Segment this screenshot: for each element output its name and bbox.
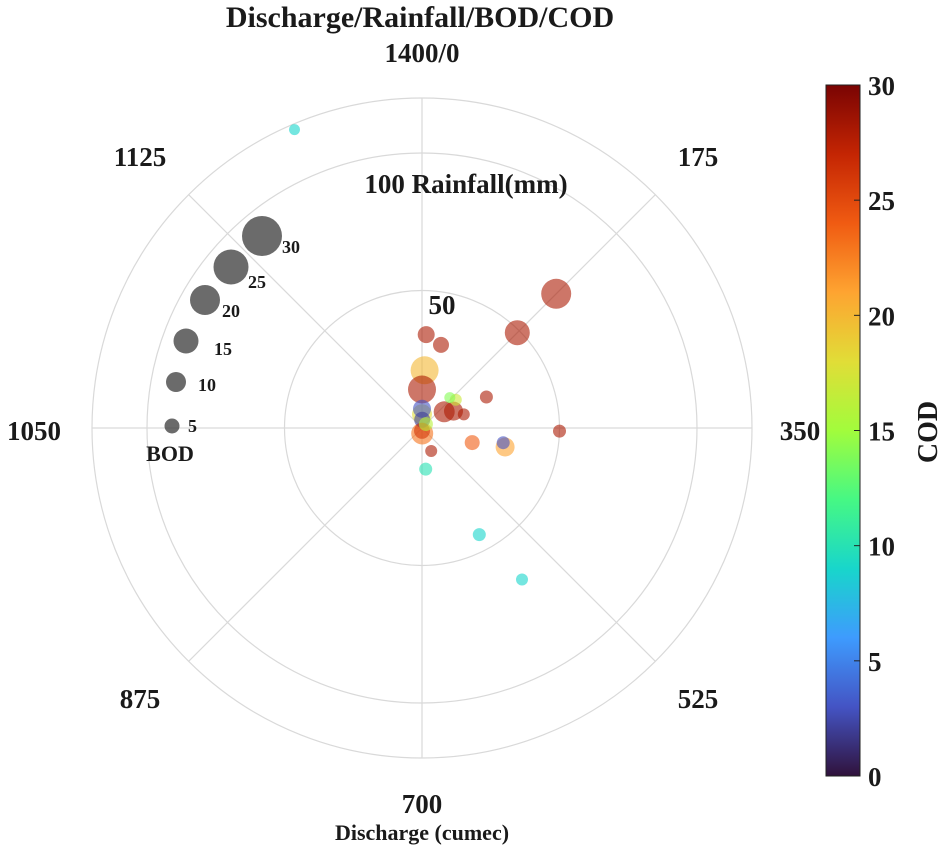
data-point <box>516 573 528 586</box>
colorbar-tick-label: 5 <box>868 647 882 677</box>
data-point <box>425 445 438 457</box>
bod-key-bubble <box>166 372 186 392</box>
colorbar-tick-label: 25 <box>868 186 895 216</box>
radial-ring-labels: 50 100 Rainfall(mm) <box>364 169 567 320</box>
angular-tick-label: 1400/0 <box>384 38 459 68</box>
angular-tick-label: 175 <box>678 142 719 172</box>
cod-colorbar: 0 5 10 15 20 25 30 COD <box>825 71 943 792</box>
data-point <box>553 424 566 438</box>
data-point <box>418 417 433 432</box>
bod-key-bubble <box>173 328 199 354</box>
bod-key-label: 20 <box>222 301 240 321</box>
data-point <box>433 336 449 353</box>
grid-spoke <box>421 427 656 662</box>
colorbar-tick-label: 20 <box>868 301 895 331</box>
bod-key-bubble <box>190 285 220 315</box>
angular-tick-label: 1125 <box>114 142 167 172</box>
data-point <box>504 320 530 346</box>
angular-tick-label: 1050 <box>7 416 61 446</box>
bod-size-key: 5 10 15 20 25 30 BOD <box>146 216 300 466</box>
colorbar-tick-label: 15 <box>868 417 895 447</box>
data-point <box>419 462 433 476</box>
angular-tick-label: 350 <box>780 416 821 446</box>
data-point <box>444 392 456 404</box>
bod-key-label: 5 <box>188 416 197 436</box>
data-point <box>479 390 493 404</box>
grid-spoke <box>421 194 656 429</box>
bod-key-bubble <box>164 418 180 434</box>
grid-spoke <box>188 194 423 429</box>
data-points <box>289 124 572 586</box>
angular-tick-label: 700 <box>402 789 443 819</box>
radial-ring-label: 50 <box>429 290 456 320</box>
bod-key-bubble <box>242 216 282 256</box>
data-point <box>496 436 510 450</box>
colorbar-label: COD <box>913 401 943 463</box>
bod-key-bubble <box>213 249 249 285</box>
data-point <box>464 435 480 451</box>
data-point <box>417 326 435 344</box>
data-point <box>408 375 436 404</box>
x-axis-label: Discharge (cumec) <box>335 820 509 845</box>
bod-key-label: 30 <box>282 237 300 257</box>
bod-key-label: 15 <box>214 339 232 359</box>
data-point <box>472 528 486 542</box>
colorbar-tick-label: 30 <box>868 71 895 101</box>
colorbar-tick-label: 0 <box>868 762 882 792</box>
data-point <box>541 278 572 309</box>
bod-key-label: 10 <box>198 375 216 395</box>
angular-tick-label: 525 <box>678 684 719 714</box>
polar-grid <box>91 97 753 759</box>
bod-key-title: BOD <box>146 441 194 466</box>
data-point <box>457 408 470 421</box>
grid-spoke <box>188 427 423 662</box>
colorbar-tick-label: 10 <box>868 532 895 562</box>
radial-ring-label: 100 Rainfall(mm) <box>364 169 567 199</box>
bod-key-label: 25 <box>248 272 266 292</box>
angular-tick-label: 875 <box>120 684 161 714</box>
chart-title: Discharge/Rainfall/BOD/COD <box>226 1 614 34</box>
data-point <box>289 124 300 136</box>
